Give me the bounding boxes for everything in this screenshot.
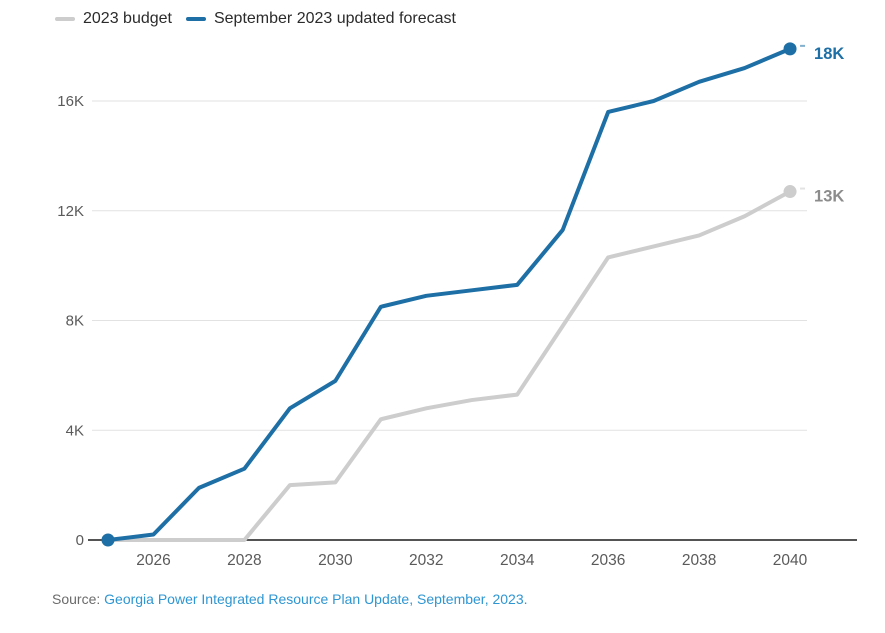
source-link[interactable]: Georgia Power Integrated Resource Plan U… bbox=[104, 591, 528, 607]
x-tick-label: 2038 bbox=[682, 552, 716, 569]
y-tick-label: 0 bbox=[76, 532, 84, 549]
x-tick-label: 2026 bbox=[136, 552, 170, 569]
budget-line-swatch-icon bbox=[55, 16, 75, 22]
x-tick-label: 2028 bbox=[227, 552, 261, 569]
y-tick-label: 16K bbox=[57, 93, 84, 110]
forecast-line-swatch-icon bbox=[185, 16, 206, 22]
line-chart: 0 4K 8K 12K 16K 2026 2028 2030 2032 2034 2036 2038 2… bbox=[57, 42, 857, 569]
y-tick-label: 8K bbox=[66, 313, 84, 330]
series-end-dot-forecast bbox=[783, 42, 797, 56]
series-end-dot-budget bbox=[783, 185, 797, 199]
x-tick-label: 2040 bbox=[773, 552, 808, 569]
series-line-budget bbox=[106, 189, 793, 542]
x-tick-label: 2034 bbox=[500, 552, 535, 569]
series-line-forecast bbox=[106, 46, 793, 542]
legend: 2023 budget September 2023 updated forec… bbox=[55, 10, 456, 28]
x-tick-label: 2032 bbox=[409, 552, 443, 569]
x-tick-label: 2030 bbox=[318, 552, 353, 569]
legend-label-forecast: September 2023 updated forecast bbox=[213, 10, 456, 27]
source-prefix: Source: bbox=[52, 591, 105, 607]
legend-label-budget: 2023 budget bbox=[83, 10, 172, 27]
legend-item-budget: 2023 budget bbox=[55, 10, 172, 28]
y-tick-label: 4K bbox=[66, 422, 84, 439]
series-start-dot-forecast bbox=[101, 533, 115, 547]
series-end-label-budget: 13K bbox=[814, 188, 844, 206]
y-tick-label: 12K bbox=[57, 203, 84, 220]
series-end-label-forecast: 18K bbox=[814, 45, 844, 63]
source-line: Source: Georgia Power Integrated Resourc… bbox=[52, 591, 528, 607]
legend-item-forecast: September 2023 updated forecast bbox=[185, 10, 456, 28]
x-tick-label: 2036 bbox=[591, 552, 625, 569]
